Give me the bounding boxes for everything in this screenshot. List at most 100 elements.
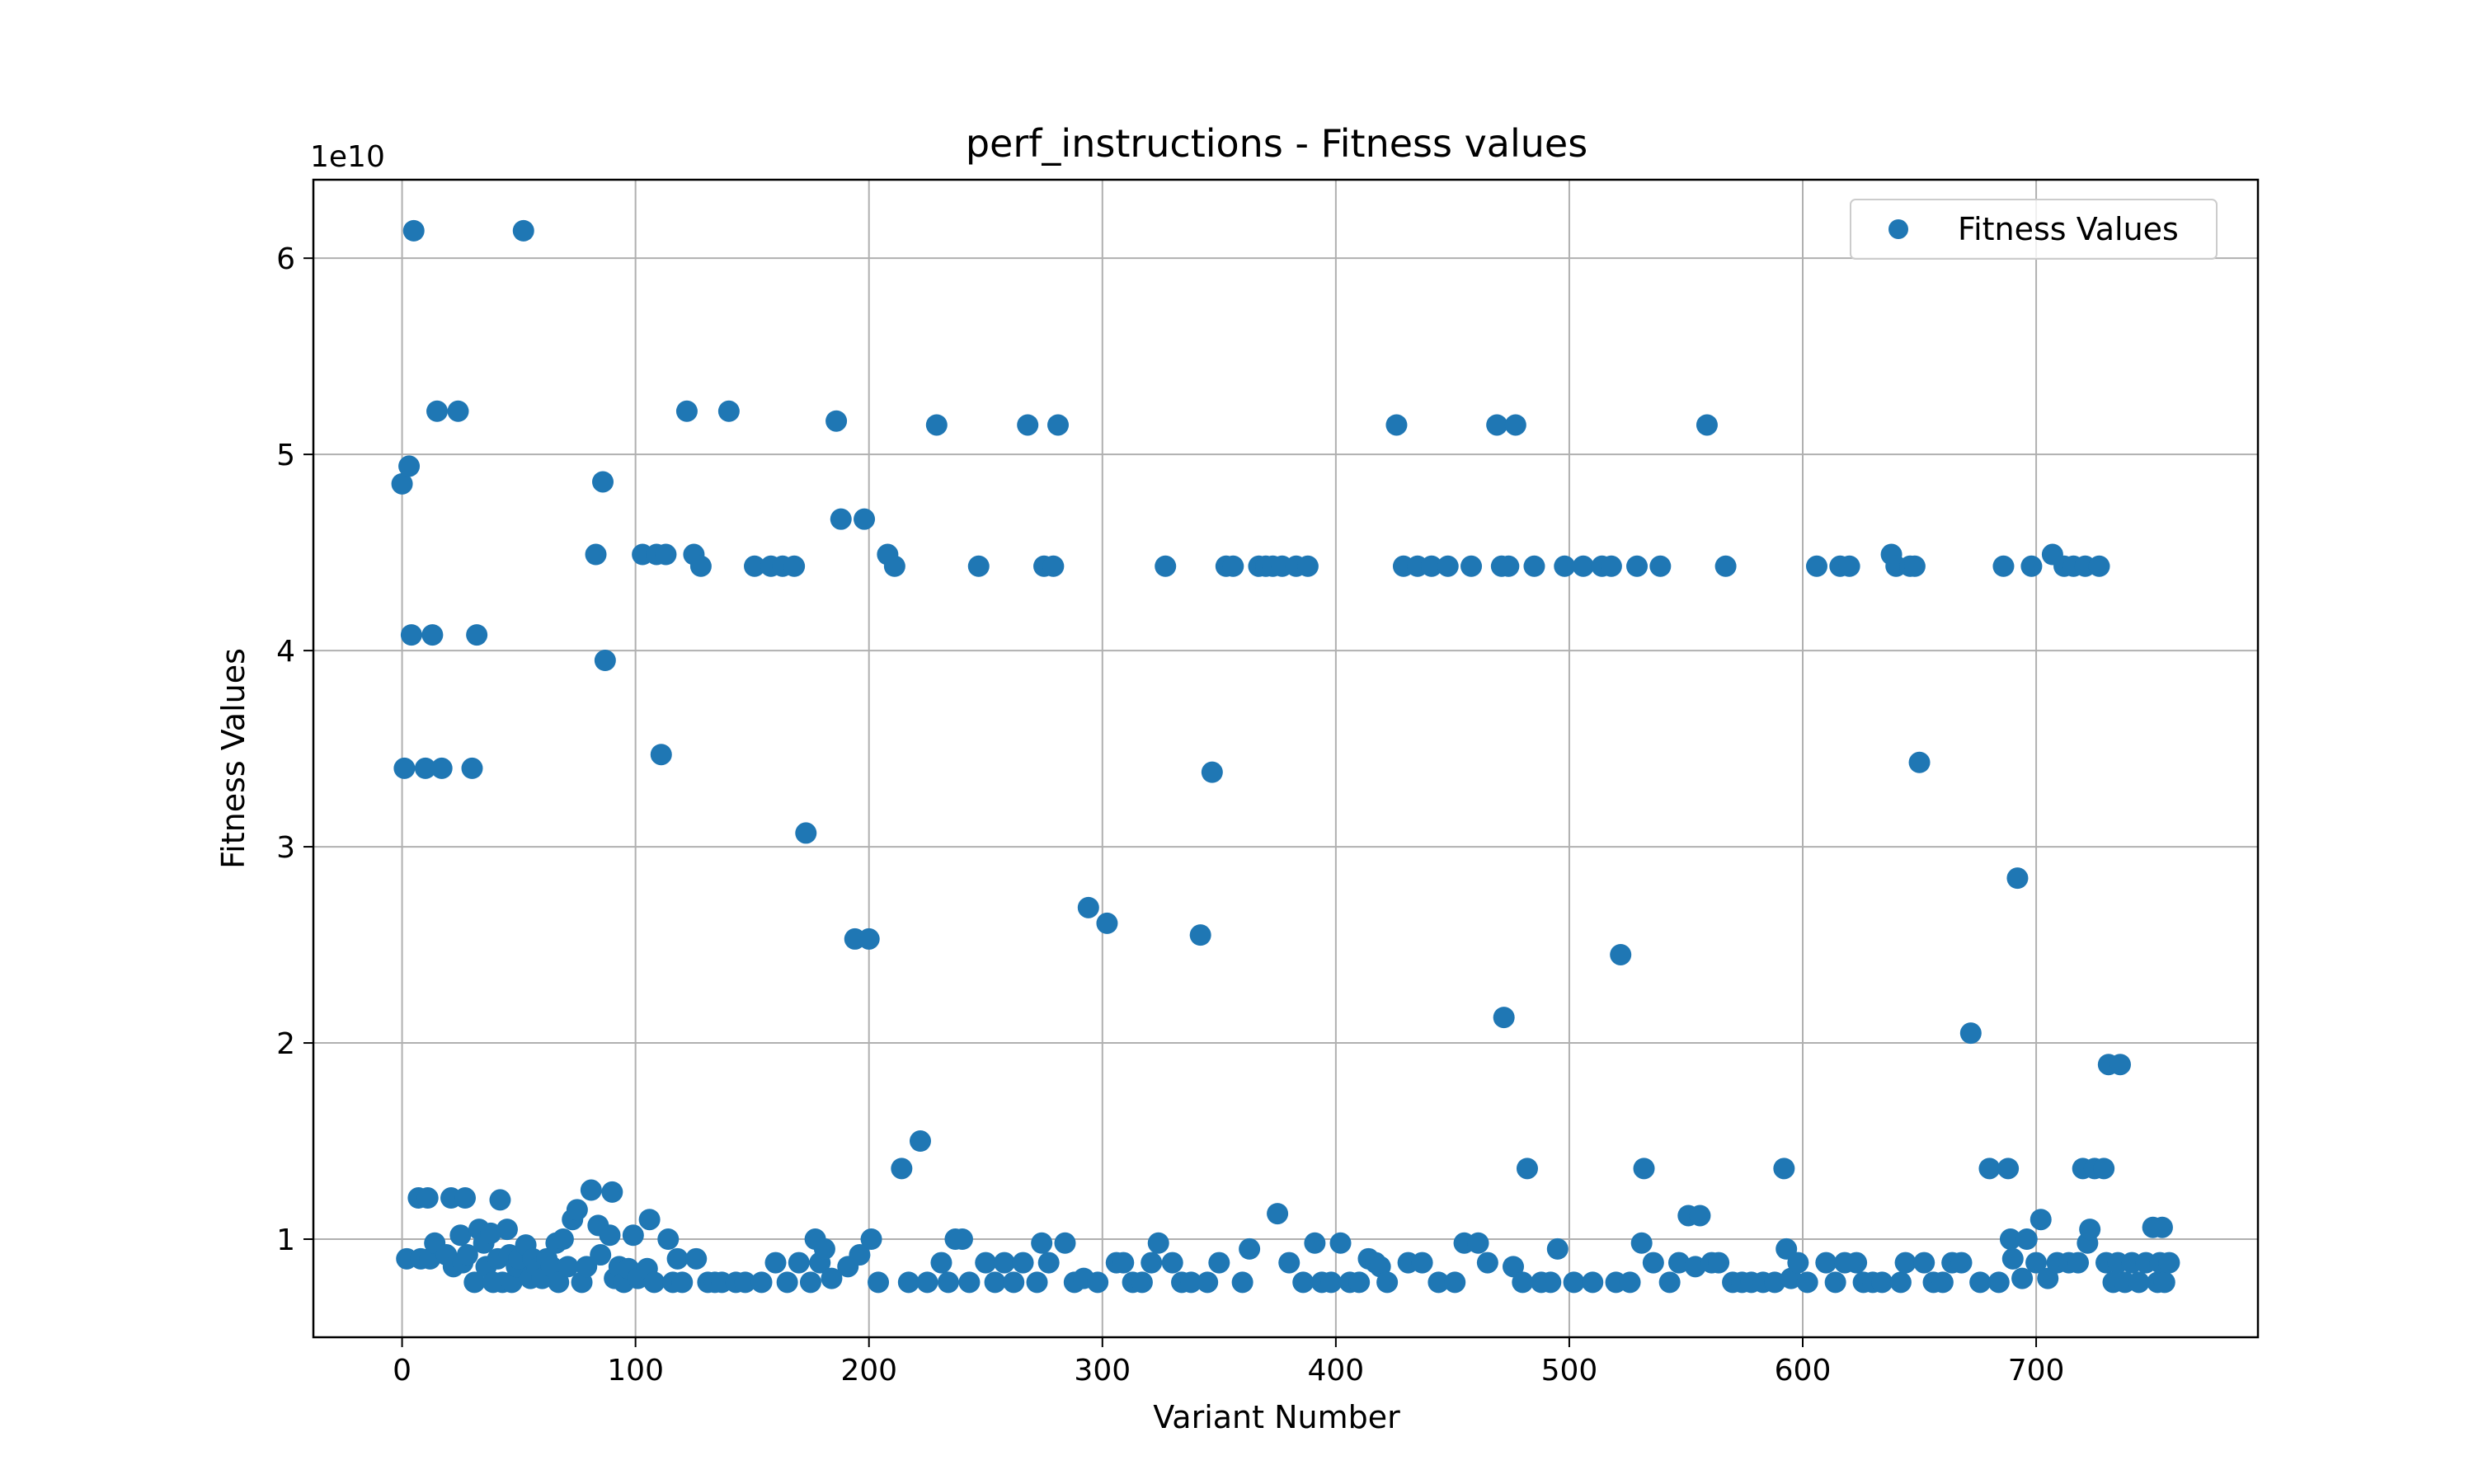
data-point [1296,555,1319,577]
data-point [592,471,614,493]
data-point [2030,1209,2052,1231]
data-point [456,1244,478,1266]
data-point [1131,1271,1153,1294]
data-point [1348,1271,1371,1294]
data-point [1563,1271,1585,1294]
y-tick-label: 5 [276,439,295,472]
data-point [466,624,488,646]
legend-marker [1888,219,1908,239]
data-point [1054,1232,1076,1254]
data-point [951,1228,973,1251]
data-point [854,508,876,530]
data-point [552,1228,574,1251]
data-point [1689,1205,1711,1227]
data-point [1997,1158,2020,1180]
data-point [1871,1271,1893,1294]
data-point [1999,1228,2021,1251]
data-point [717,400,740,422]
y-tick-label: 4 [276,635,295,669]
data-point [655,543,677,566]
data-point [657,1228,680,1251]
data-point [675,400,698,422]
data-point [2109,1054,2131,1076]
data-point [666,1247,689,1270]
data-point [849,1244,871,1266]
data-point [566,1199,588,1221]
data-point [2006,867,2029,890]
data-point [2128,1271,2150,1294]
data-point [830,508,852,530]
data-point [1978,1158,2001,1180]
data-point [1889,1271,1912,1294]
data-point [1950,1252,1973,1274]
data-point [590,1244,612,1266]
data-point [643,1271,666,1294]
data-point [496,1219,518,1241]
data-point [1600,555,1622,577]
x-tick-label: 300 [1074,1354,1131,1388]
data-point [799,1271,821,1294]
data-point [1642,1252,1664,1274]
data-point [557,1256,579,1278]
data-point [2153,1271,2175,1294]
data-point [858,928,880,950]
y-tick-label: 3 [276,831,295,865]
data-point [909,1130,931,1153]
data-point [1239,1237,1261,1260]
data-point [449,1224,472,1247]
data-point [975,1252,997,1274]
x-axis-label: Variant Number [1153,1399,1400,1435]
data-point [967,555,990,577]
data-point [2020,555,2043,577]
data-point [1773,1158,1795,1180]
data-point [2011,1267,2034,1289]
x-tick-label: 500 [1541,1354,1598,1388]
data-point [788,1252,810,1274]
data-point [1504,414,1526,436]
data-point [1486,414,1508,436]
data-point [1411,1252,1433,1274]
data-point [1572,555,1594,577]
data-point [1003,1271,1025,1294]
data-point [512,219,534,242]
data-point [1096,912,1118,934]
data-point [1304,1232,1326,1254]
x-tick-label: 700 [2008,1354,2065,1388]
data-point [601,1181,623,1203]
data-point [1437,555,1459,577]
data-point [1427,1271,1450,1294]
data-point [1189,924,1211,946]
data-point [1931,1271,1954,1294]
y-axis-label: Fitness Values [215,648,252,869]
data-point [622,1224,644,1247]
data-point [1012,1252,1034,1274]
data-point [671,1271,694,1294]
data-point [1696,414,1718,436]
data-point [414,757,436,779]
data-point [984,1271,1006,1294]
data-point [1913,1252,1935,1274]
data-point [1444,1271,1466,1294]
data-point [585,543,607,566]
data-point [421,624,444,646]
data-point [1141,1252,1163,1274]
data-point [1523,555,1545,577]
data-point [2088,555,2110,577]
data-point [916,1271,938,1294]
data-point [1017,414,1039,436]
data-point [1502,1256,1524,1278]
data-point [1649,555,1672,577]
data-point [1278,1252,1300,1274]
plot-area-frame [312,178,2260,1339]
data-point [1582,1271,1604,1294]
data-point [1908,751,1931,773]
data-point [1420,555,1442,577]
data-point [430,757,453,779]
data-point [416,1187,439,1209]
data-point [685,1247,708,1270]
data-point [821,1267,843,1289]
data-point [897,1271,920,1294]
data-point [2067,1252,2090,1274]
data-point [930,1252,952,1274]
